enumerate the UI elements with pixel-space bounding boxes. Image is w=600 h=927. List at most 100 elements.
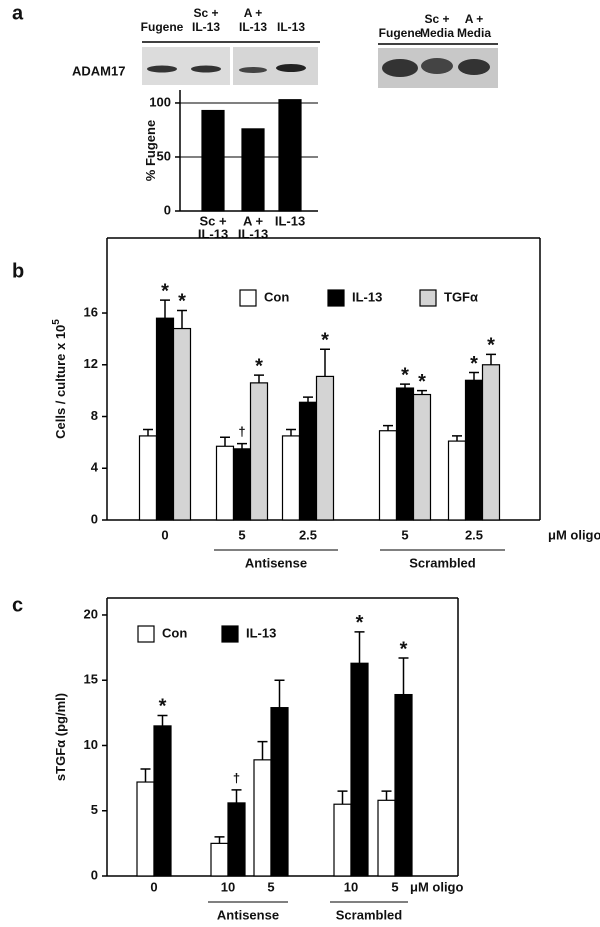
bar (395, 387, 415, 521)
y-tick-label: 4 (91, 460, 99, 475)
bar (377, 799, 396, 877)
legend-swatch (221, 625, 239, 643)
y-tick-label: 5 (91, 802, 98, 817)
x-tick-label: 0 (161, 527, 168, 542)
error-bar (303, 396, 313, 403)
legend-label: Con (162, 625, 187, 640)
error-bar (214, 836, 225, 844)
y-tick-label: 0 (91, 511, 98, 526)
panel-label: a (12, 2, 24, 24)
bar (155, 317, 175, 521)
x-axis-label: μM oligo (410, 879, 464, 894)
legend-label: Con (264, 289, 289, 304)
blot-protein: ADAM17 (72, 63, 125, 78)
y-axis-label-text: sTGFα (pg/ml) (53, 693, 68, 781)
legend-swatch (239, 289, 257, 307)
bar (172, 327, 192, 521)
significance-mark: * (401, 364, 409, 386)
bar (394, 693, 413, 877)
error-bar (381, 790, 392, 801)
error-bar (417, 389, 427, 395)
lane-label: A + (244, 6, 263, 20)
significance-mark: * (470, 353, 478, 375)
blot (142, 41, 498, 88)
significance-mark: * (418, 371, 426, 393)
lane-label: IL-13 (277, 20, 305, 34)
x-tick-label: IL-13 (238, 226, 268, 241)
x-tick-label: 10 (221, 879, 235, 894)
error-bar (220, 436, 230, 447)
lane-label: Sc + (424, 12, 449, 26)
x-tick-label: 5 (238, 527, 245, 542)
significance-mark: * (356, 612, 364, 634)
x-tick-label: Sc + (199, 213, 227, 228)
error-bar (177, 309, 187, 329)
y-tick-label: 16 (84, 304, 98, 319)
bar (210, 842, 229, 877)
x-tick-label: IL-13 (275, 213, 305, 228)
bar (378, 430, 398, 521)
x-tick-label: 10 (344, 879, 358, 894)
significance-mark: * (255, 355, 263, 377)
error-bar (160, 299, 170, 319)
y-tick-label: 15 (84, 672, 98, 687)
legend-label: TGFα (444, 289, 478, 304)
error-bar (231, 789, 242, 803)
panel-label: b (12, 260, 24, 282)
lane-label: IL-13 (192, 20, 220, 34)
significance-mark: * (159, 696, 167, 718)
bar (136, 781, 155, 877)
error-bar (469, 371, 479, 381)
lane-label: Sc + (193, 6, 218, 20)
y-tick-label: 0 (164, 202, 171, 217)
lane-label: A + (465, 12, 484, 26)
y-tick-label: 50 (157, 148, 171, 163)
error-bar (143, 428, 153, 436)
bar (481, 364, 501, 521)
y-tick-label: 20 (84, 606, 98, 621)
group-label: Scrambled (409, 555, 476, 570)
lane-label: Media (420, 26, 454, 40)
bar (227, 802, 246, 877)
error-bar (257, 740, 268, 760)
error-bar (157, 714, 168, 726)
bar (253, 759, 272, 877)
error-bar (286, 428, 296, 436)
error-bar (400, 383, 410, 389)
x-tick-label: 5 (401, 527, 408, 542)
error-bar (337, 790, 348, 805)
lane-label: Fugene (379, 26, 422, 40)
x-tick-label: 5 (391, 879, 398, 894)
error-bar (237, 442, 247, 449)
y-tick-label: 10 (84, 737, 98, 752)
significance-mark: * (400, 638, 408, 660)
bar (281, 435, 301, 521)
bar (278, 99, 302, 212)
x-tick-label: 0 (150, 879, 157, 894)
bar (241, 128, 265, 212)
group-label: Scrambled (336, 907, 403, 922)
y-axis-label-text: % Fugene (143, 120, 158, 181)
y-axis-label: % Fugene (143, 120, 158, 181)
legend-swatch (327, 289, 345, 307)
legend-swatch (419, 289, 437, 307)
y-tick-label: 100 (149, 94, 171, 109)
significance-mark: † (238, 424, 245, 439)
error-bar (140, 768, 151, 783)
bar (333, 803, 352, 877)
bar (201, 109, 225, 212)
x-tick-label: A + (243, 213, 264, 228)
error-bar (320, 348, 330, 377)
x-tick-label: 2.5 (299, 527, 317, 542)
panel-label: c (12, 594, 23, 616)
bar (412, 393, 432, 521)
error-bar (274, 679, 285, 708)
significance-mark: * (487, 335, 495, 357)
x-tick-label: IL-13 (198, 226, 228, 241)
bar (298, 401, 318, 521)
bar (315, 375, 335, 521)
y-axis-label: sTGFα (pg/ml) (53, 693, 68, 781)
x-tick-label: 2.5 (465, 527, 483, 542)
group-label: Antisense (217, 907, 279, 922)
